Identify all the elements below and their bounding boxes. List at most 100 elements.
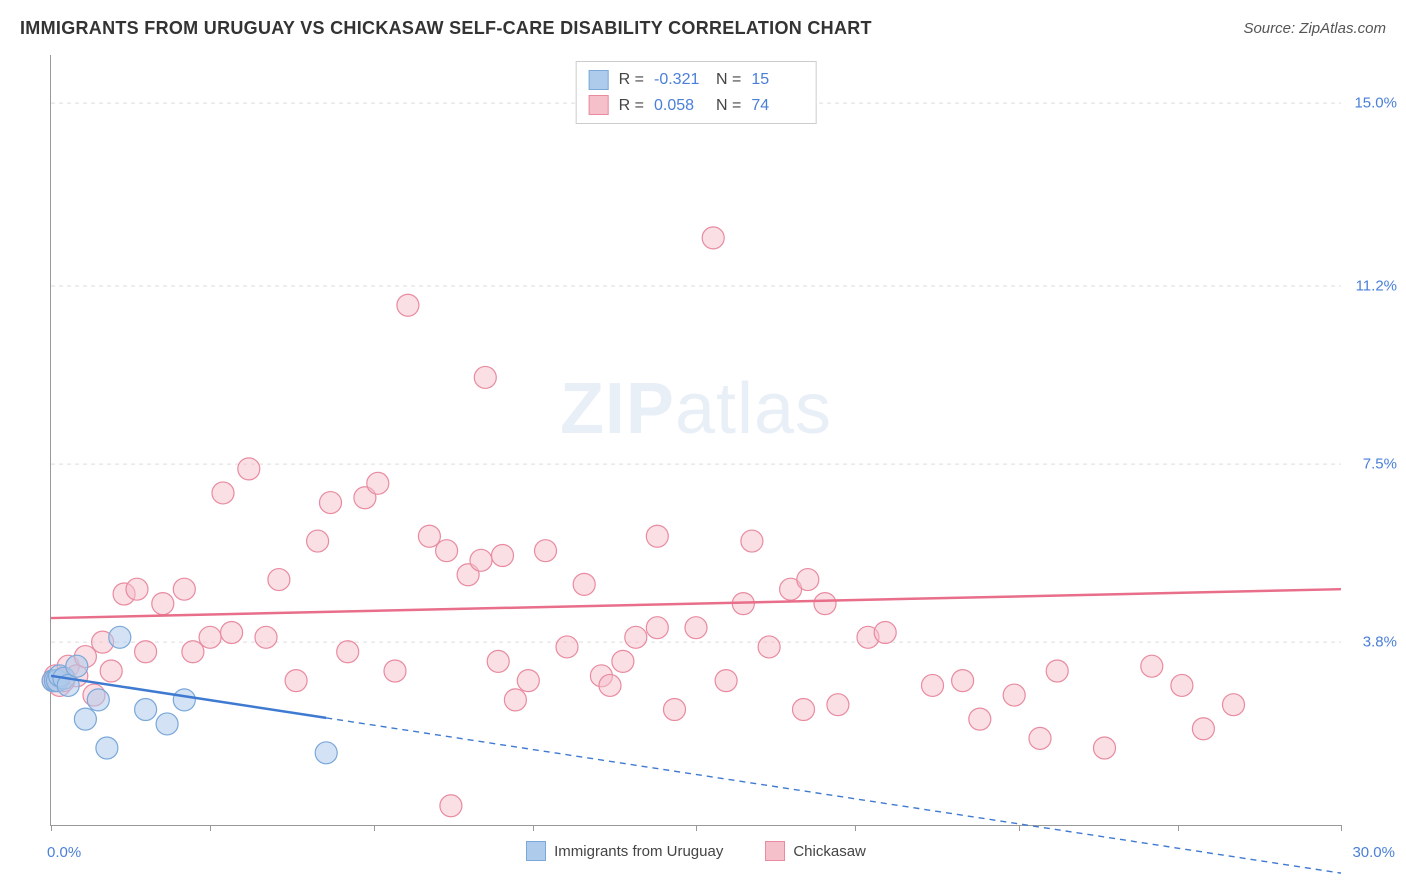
data-point-chickasaw — [517, 670, 539, 692]
data-point-uruguay — [173, 689, 195, 711]
stats-swatch — [589, 70, 609, 90]
legend-label: Immigrants from Uruguay — [554, 843, 723, 860]
stat-r-value: 0.058 — [654, 93, 706, 119]
data-point-chickasaw — [100, 660, 122, 682]
y-tick-label: 7.5% — [1363, 456, 1397, 473]
data-point-chickasaw — [535, 540, 557, 562]
data-point-chickasaw — [384, 660, 406, 682]
data-point-chickasaw — [793, 699, 815, 721]
stat-r-value: -0.321 — [654, 67, 706, 93]
data-point-chickasaw — [440, 795, 462, 817]
data-point-chickasaw — [418, 525, 440, 547]
source-attribution: Source: ZipAtlas.com — [1243, 20, 1386, 37]
data-point-chickasaw — [320, 492, 342, 514]
data-point-chickasaw — [126, 578, 148, 600]
data-point-chickasaw — [238, 458, 260, 480]
y-tick-label: 11.2% — [1356, 278, 1397, 295]
chart-header: IMMIGRANTS FROM URUGUAY VS CHICKASAW SEL… — [20, 18, 1386, 39]
x-tick — [51, 825, 52, 831]
x-tick — [696, 825, 697, 831]
data-point-chickasaw — [625, 626, 647, 648]
data-point-chickasaw — [599, 674, 621, 696]
data-point-uruguay — [135, 699, 157, 721]
plot-area: ZIPatlas 3.8%7.5%11.2%15.0% 0.0% 30.0% R… — [50, 55, 1341, 826]
data-point-chickasaw — [814, 593, 836, 615]
data-point-chickasaw — [646, 617, 668, 639]
data-point-chickasaw — [492, 545, 514, 567]
data-point-chickasaw — [685, 617, 707, 639]
data-point-uruguay — [87, 689, 109, 711]
stats-row: R = -0.321 N = 15 — [589, 67, 804, 93]
data-point-chickasaw — [827, 694, 849, 716]
data-point-chickasaw — [969, 708, 991, 730]
data-point-chickasaw — [504, 689, 526, 711]
stat-r-label: R = — [619, 67, 644, 93]
data-point-uruguay — [315, 742, 337, 764]
x-tick — [855, 825, 856, 831]
x-tick — [1178, 825, 1179, 831]
data-point-chickasaw — [255, 626, 277, 648]
data-point-chickasaw — [612, 650, 634, 672]
correlation-stats-box: R = -0.321 N = 15 R = 0.058 N = 74 — [576, 61, 817, 124]
data-point-chickasaw — [1171, 674, 1193, 696]
legend-label: Chickasaw — [793, 843, 866, 860]
x-tick — [1019, 825, 1020, 831]
data-point-chickasaw — [1094, 737, 1116, 759]
data-point-chickasaw — [573, 573, 595, 595]
data-point-chickasaw — [1223, 694, 1245, 716]
chart-title: IMMIGRANTS FROM URUGUAY VS CHICKASAW SEL… — [20, 18, 872, 39]
data-point-chickasaw — [1192, 718, 1214, 740]
stat-n-value: 15 — [751, 67, 803, 93]
data-point-chickasaw — [307, 530, 329, 552]
stat-n-label: N = — [716, 67, 741, 93]
legend-swatch — [765, 841, 785, 861]
data-point-chickasaw — [221, 622, 243, 644]
legend-swatch — [526, 841, 546, 861]
data-point-chickasaw — [199, 626, 221, 648]
data-point-chickasaw — [952, 670, 974, 692]
x-tick — [1341, 825, 1342, 831]
data-point-chickasaw — [337, 641, 359, 663]
data-point-chickasaw — [715, 670, 737, 692]
data-point-chickasaw — [758, 636, 780, 658]
stat-n-value: 74 — [751, 93, 803, 119]
data-point-chickasaw — [212, 482, 234, 504]
y-tick-label: 15.0% — [1354, 95, 1397, 112]
data-point-chickasaw — [285, 670, 307, 692]
trend-line-chickasaw — [51, 589, 1341, 618]
data-point-chickasaw — [797, 569, 819, 591]
chart-svg — [51, 55, 1341, 825]
data-point-chickasaw — [268, 569, 290, 591]
data-point-uruguay — [66, 655, 88, 677]
data-point-chickasaw — [556, 636, 578, 658]
x-axis-max-label: 30.0% — [1352, 844, 1395, 861]
data-point-uruguay — [74, 708, 96, 730]
data-point-chickasaw — [646, 525, 668, 547]
data-point-chickasaw — [1046, 660, 1068, 682]
data-point-chickasaw — [1141, 655, 1163, 677]
data-point-chickasaw — [474, 366, 496, 388]
x-tick — [374, 825, 375, 831]
data-point-chickasaw — [152, 593, 174, 615]
data-point-chickasaw — [741, 530, 763, 552]
data-point-chickasaw — [664, 699, 686, 721]
data-point-chickasaw — [436, 540, 458, 562]
legend: Immigrants from Uruguay Chickasaw — [51, 841, 1341, 861]
data-point-chickasaw — [1029, 727, 1051, 749]
data-point-uruguay — [109, 626, 131, 648]
data-point-uruguay — [156, 713, 178, 735]
data-point-chickasaw — [367, 472, 389, 494]
stats-row: R = 0.058 N = 74 — [589, 93, 804, 119]
stat-r-label: R = — [619, 93, 644, 119]
data-point-chickasaw — [135, 641, 157, 663]
x-tick — [533, 825, 534, 831]
data-point-chickasaw — [487, 650, 509, 672]
data-point-chickasaw — [182, 641, 204, 663]
data-point-chickasaw — [470, 549, 492, 571]
data-point-chickasaw — [922, 674, 944, 696]
data-point-uruguay — [96, 737, 118, 759]
data-point-chickasaw — [702, 227, 724, 249]
legend-item: Immigrants from Uruguay — [526, 841, 723, 861]
stat-n-label: N = — [716, 93, 741, 119]
data-point-chickasaw — [173, 578, 195, 600]
